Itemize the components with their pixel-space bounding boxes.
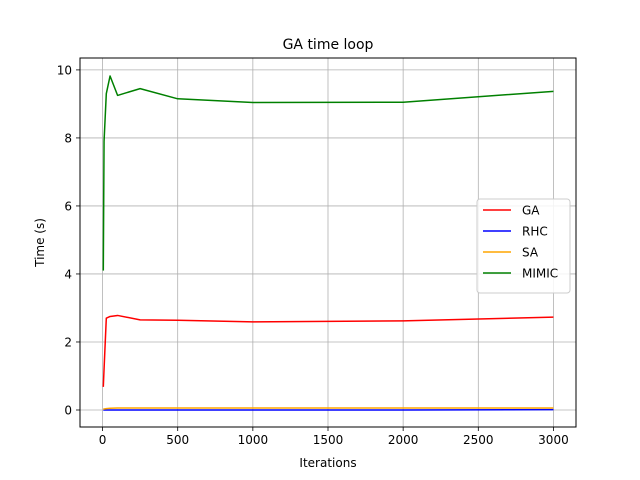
x-tick-label: 3000 [538, 433, 569, 447]
series-line-mimic [102, 75, 554, 271]
series-line-sa [102, 407, 554, 411]
y-tick-label: 2 [64, 335, 72, 349]
x-tick-label: 0 [99, 433, 107, 447]
legend-label-ga: GA [522, 204, 540, 218]
y-tick-label: 6 [64, 199, 72, 213]
y-tick-label: 8 [64, 131, 72, 145]
x-tick-label: 1000 [238, 433, 269, 447]
x-tick-label: 500 [166, 433, 189, 447]
y-tick-label: 0 [64, 403, 72, 417]
legend-label-mimic: MIMIC [522, 267, 558, 281]
x-tick-label: 1500 [313, 433, 344, 447]
x-axis-label: Iterations [299, 456, 356, 470]
legend-box [476, 198, 571, 294]
y-tick-label: 4 [64, 267, 72, 281]
series-lines [102, 75, 554, 411]
x-tick-label: 2500 [463, 433, 494, 447]
chart-title: GA time loop [283, 37, 374, 53]
y-tick-label: 10 [57, 63, 72, 77]
legend-label-rhc: RHC [522, 225, 548, 239]
legend-label-sa: SA [522, 246, 539, 260]
axis-ticks: 0 500 1000 1500 2000 2500 3000 0 2 4 6 8 10 [57, 63, 569, 447]
series-line-ga [102, 314, 554, 387]
legend: GA RHC SA MIMIC [476, 198, 571, 294]
x-tick-label: 2000 [388, 433, 419, 447]
y-axis-label: Time (s) [33, 218, 47, 268]
